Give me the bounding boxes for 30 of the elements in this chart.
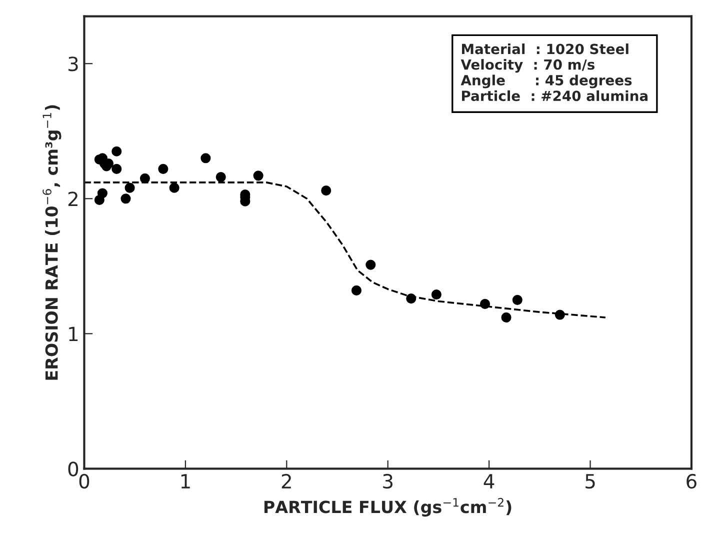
point [120,194,131,204]
y-axis-title: EROSION RATE (10$^{−6}$, cm³g$^{−1}$) [42,105,62,380]
x-tick-label: 4 [484,474,494,488]
annotation: Material : 1020 Steel Velocity : 70 m/s Angle : 45 degrees Particle : #240 alumina [460,43,648,102]
y-tick-label: 2 [68,192,78,206]
point [169,182,180,193]
point [112,164,122,174]
point [216,172,226,182]
point [321,186,332,196]
point [200,153,211,164]
x-axis-title: PARTICLE FLUX (gs$^{−1}$cm$^{−2}$) [264,498,512,517]
x-tick-label: 6 [686,474,696,489]
point [112,146,122,156]
x-tick-label: 3 [383,474,392,489]
y-tick-label: 3 [68,56,78,72]
x-tick-label: 5 [586,474,595,489]
point [158,164,168,174]
x-tick-label: 0 [79,474,90,489]
y-tick-label: 1 [69,326,78,342]
point [431,289,442,300]
point [97,188,108,198]
x-tick-label: 1 [181,474,190,488]
point [512,294,522,305]
point [366,260,376,270]
point [253,170,264,181]
point [501,312,512,322]
point [351,285,362,296]
point [124,182,135,193]
y-tick-label: 0 [68,462,78,476]
x-tick-label: 2 [282,474,291,488]
